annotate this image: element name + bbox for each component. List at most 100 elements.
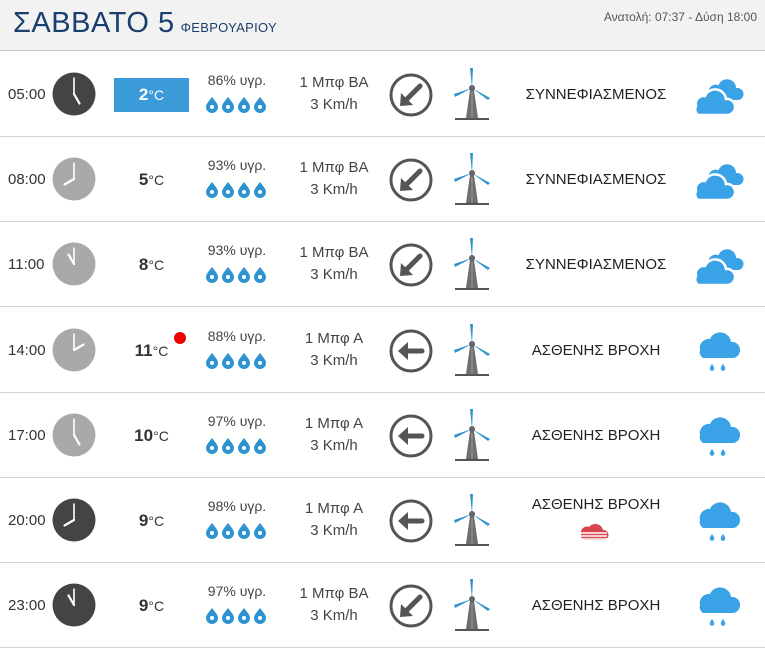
forecast-time: 23:00	[8, 597, 46, 615]
humidity-drops-icon	[204, 266, 270, 284]
forecast-row: 23:00 9°C 97% υγρ. 1 Μπφ ΒΑ 3 Km/h ΑΣΘΕΝΗΣ ΒΡ…	[0, 563, 765, 648]
condition-text: ΑΣΘΕΝΗΣ ΒΡΟΧΗ	[531, 496, 661, 513]
wind-force: 1 Μπφ Α	[304, 414, 364, 432]
clock-icon	[52, 72, 96, 116]
humidity-text: 98% υγρ.	[207, 498, 267, 514]
forecast-row: 17:00 10°C 97% υγρ. 1 Μπφ Α 3 Km/h ΑΣΘΕΝΗΣ ΒΡ…	[0, 393, 765, 478]
temperature: 11°C	[114, 334, 189, 368]
wind-speed: 3 Km/h	[310, 522, 358, 539]
humidity-text: 97% υγρ.	[207, 412, 267, 429]
wind-force: 1 Μπφ ΒΑ	[299, 585, 369, 603]
humidity-text: 86% υγρ.	[207, 72, 267, 88]
forecast-row: 11:00 8°C 93% υγρ. 1 Μπφ ΒΑ 3 Km/h ΣΥΝΝΕΦΙΑΣΜ…	[0, 222, 765, 308]
wind-speed: 3 Km/h	[310, 96, 358, 113]
humidity-drops-icon	[204, 181, 270, 199]
wind-direction-arrow-down-left-icon	[389, 73, 433, 117]
temperature-value: 11	[134, 340, 153, 360]
wind-info: 1 Μπφ Α 3 Km/h	[282, 328, 386, 372]
forecast-time: 20:00	[8, 512, 46, 529]
wind-info: 1 Μπφ ΒΑ 3 Km/h	[282, 157, 386, 201]
wind-speed: 3 Km/h	[310, 266, 358, 284]
wind-force: 1 Μπφ ΒΑ	[299, 159, 369, 177]
wind-turbine-icon	[452, 322, 492, 378]
humidity-text: 93% υγρ.	[207, 157, 267, 174]
forecast-time: 08:00	[8, 171, 46, 189]
condition-text: ΑΣΘΕΝΗΣ ΒΡΟΧΗ	[531, 597, 661, 615]
humidity-drops-icon	[204, 607, 270, 625]
condition-text: ΣΥΝΝΕΦΙΑΣΜΕΝΟΣ	[525, 171, 667, 189]
temperature: 10°C	[114, 419, 189, 453]
humidity-text: 93% υγρ.	[207, 242, 267, 259]
wind-turbine-icon	[452, 151, 492, 207]
temperature-value: 9	[138, 511, 149, 530]
month-name: ΦΕΒΡΟΥΑΡΙΟΥ	[180, 20, 277, 35]
wind-info: 1 Μπφ ΒΑ 3 Km/h	[282, 72, 386, 116]
light-rain-icon	[690, 407, 748, 463]
light-rain-icon	[690, 322, 748, 378]
sunrise-sunset: Ανατολή: 07:37 - Δύση 18:00	[603, 10, 757, 24]
temperature-unit: °C	[152, 342, 169, 359]
condition-text: ΑΣΘΕΝΗΣ ΒΡΟΧΗ	[531, 341, 661, 359]
wind-force: 1 Μπφ ΒΑ	[299, 244, 369, 262]
temperature-unit: °C	[148, 172, 165, 189]
temperature: 9°C	[114, 504, 189, 538]
thunderstorm-cloud-icon	[577, 521, 609, 543]
light-rain-icon	[690, 492, 748, 548]
temperature: 8°C	[114, 248, 189, 282]
temperature-value: 10	[134, 425, 154, 445]
clock-icon	[52, 498, 96, 542]
forecast-time: 05:00	[8, 86, 46, 103]
day-name: ΣΑΒΒΑΤΟ 5	[13, 7, 175, 39]
wind-speed: 3 Km/h	[310, 607, 358, 625]
wind-force: 1 Μπφ Α	[304, 329, 364, 347]
forecast-row: 05:00 2°C 86% υγρ. 1 Μπφ ΒΑ 3 Km/h ΣΥΝΝΕΦΙΑΣΜ…	[0, 52, 765, 137]
clock-icon	[52, 583, 96, 627]
wind-info: 1 Μπφ ΒΑ 3 Km/h	[282, 242, 386, 286]
wind-speed: 3 Km/h	[310, 181, 358, 199]
condition-text: ΑΣΘΕΝΗΣ ΒΡΟΧΗ	[531, 426, 661, 444]
temperature-value: 2	[138, 85, 149, 104]
clock-icon	[52, 413, 96, 457]
condition-text: ΣΥΝΝΕΦΙΑΣΜΕΝΟΣ	[525, 86, 667, 103]
light-rain-icon	[690, 577, 748, 633]
clock-icon	[52, 157, 96, 201]
day-title: ΣΑΒΒΑΤΟ 5 ΦΕΒΡΟΥΑΡΙΟΥ	[13, 7, 277, 40]
condition-text: ΣΥΝΝΕΦΙΑΣΜΕΝΟΣ	[525, 256, 667, 274]
temperature: 9°C	[114, 589, 189, 623]
temperature-unit: °C	[148, 87, 165, 103]
humidity-drops-icon	[204, 352, 270, 369]
wind-direction-arrow-left-icon	[389, 414, 433, 458]
forecast-time: 11:00	[8, 256, 45, 274]
wind-direction-arrow-left-icon	[389, 329, 433, 373]
temperature-unit: °C	[148, 257, 165, 274]
wind-turbine-icon	[452, 577, 492, 633]
wind-info: 1 Μπφ ΒΑ 3 Km/h	[282, 583, 386, 627]
wind-turbine-icon	[452, 66, 492, 122]
forecast-row: 14:00 11°C 88% υγρ. 1 Μπφ Α 3 Km/h ΑΣΘΕΝΗΣ ΒΡ…	[0, 308, 765, 393]
humidity-text: 88% υγρ.	[207, 327, 267, 344]
humidity-drops-icon	[204, 96, 270, 113]
forecast-time: 17:00	[8, 426, 46, 444]
wind-direction-arrow-down-left-icon	[389, 243, 433, 287]
wind-direction-arrow-left-icon	[389, 499, 433, 543]
wind-direction-arrow-down-left-icon	[389, 584, 433, 628]
wind-direction-arrow-down-left-icon	[389, 158, 433, 202]
temperature-value: 9	[138, 596, 149, 616]
cloudy-icon	[690, 236, 748, 292]
wind-force: 1 Μπφ ΒΑ	[299, 74, 369, 91]
forecast-row: 20:00 9°C 98% υγρ. 1 Μπφ Α 3 Km/h ΑΣΘΕΝΗΣ ΒΡΟ…	[0, 478, 765, 563]
wind-turbine-icon	[452, 492, 492, 548]
humidity-text: 97% υγρ.	[207, 583, 267, 600]
wind-speed: 3 Km/h	[310, 351, 358, 369]
temperature: 2°C	[114, 78, 189, 112]
wind-info: 1 Μπφ Α 3 Km/h	[282, 498, 386, 542]
clock-icon	[52, 242, 96, 286]
wind-force: 1 Μπφ Α	[304, 500, 364, 517]
wind-turbine-icon	[452, 236, 492, 292]
humidity-drops-icon	[204, 522, 270, 539]
wind-turbine-icon	[452, 407, 492, 463]
temperature-unit: °C	[153, 427, 169, 444]
day-header: ΣΑΒΒΑΤΟ 5 ΦΕΒΡΟΥΑΡΙΟΥ Ανατολή: 07:37 - Δύ…	[0, 0, 765, 51]
clock-icon	[52, 328, 96, 372]
temperature-value: 5	[138, 170, 149, 190]
